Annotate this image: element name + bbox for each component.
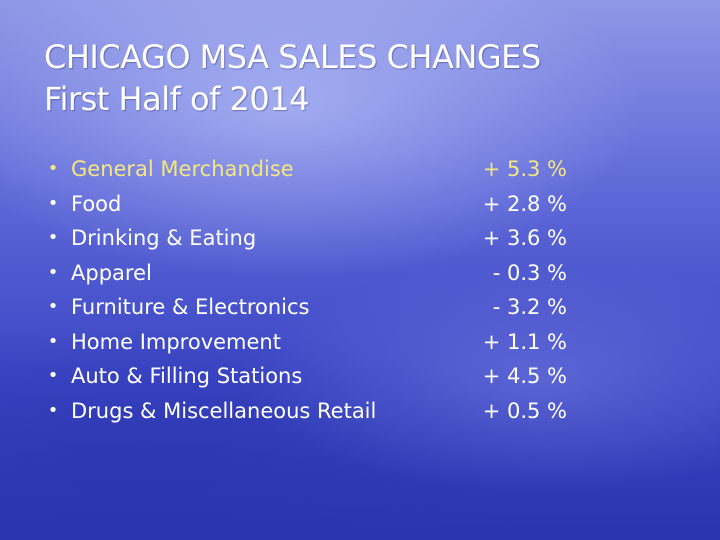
list-item: • Food + 2.8 % <box>46 187 646 222</box>
list-item: • Drugs & Miscellaneous Retail + 0.5 % <box>46 394 646 429</box>
list-item: • Auto & Filling Stations + 4.5 % <box>46 359 646 394</box>
bullet-icon: • <box>47 330 59 352</box>
bullet-icon: • <box>47 192 59 214</box>
category-label: Food <box>71 191 122 216</box>
title-line-2: First Half of 2014 <box>44 80 309 118</box>
change-value: + 2.8 % <box>482 191 567 216</box>
bullet-icon: • <box>47 365 59 386</box>
category-label: Apparel <box>71 260 152 285</box>
list-item: • Apparel - 0.3 % <box>46 256 646 291</box>
category-label: Auto & Filling Stations <box>71 364 303 388</box>
slide-title: CHICAGO MSA SALES CHANGES First Half of … <box>44 36 541 120</box>
change-value: + 0.5 % <box>482 398 567 423</box>
change-value: + 5.3 % <box>482 157 567 181</box>
category-label: Drugs & Miscellaneous Retail <box>71 398 377 423</box>
sales-change-list: • General Merchandise + 5.3 % • Food + 2… <box>46 152 646 428</box>
list-item: • General Merchandise + 5.3 % <box>46 152 646 187</box>
change-value: + 1.1 % <box>482 329 567 354</box>
category-label: Furniture & Electronics <box>71 295 310 319</box>
bullet-icon: • <box>47 261 59 283</box>
change-value: - 0.3 % <box>492 260 567 285</box>
change-value: + 3.6 % <box>482 226 567 250</box>
bullet-icon: • <box>47 158 59 179</box>
title-line-1: CHICAGO MSA SALES CHANGES <box>44 38 541 76</box>
category-label: General Merchandise <box>71 157 294 181</box>
change-value: + 4.5 % <box>482 364 567 388</box>
bullet-icon: • <box>47 296 59 317</box>
list-item: • Drinking & Eating + 3.6 % <box>46 221 646 256</box>
category-label: Home Improvement <box>71 329 281 354</box>
bullet-icon: • <box>47 399 59 421</box>
change-value: - 3.2 % <box>492 295 567 319</box>
list-item: • Home Improvement + 1.1 % <box>46 325 646 360</box>
category-label: Drinking & Eating <box>71 226 257 250</box>
list-item: • Furniture & Electronics - 3.2 % <box>46 290 646 325</box>
bullet-icon: • <box>47 227 59 248</box>
